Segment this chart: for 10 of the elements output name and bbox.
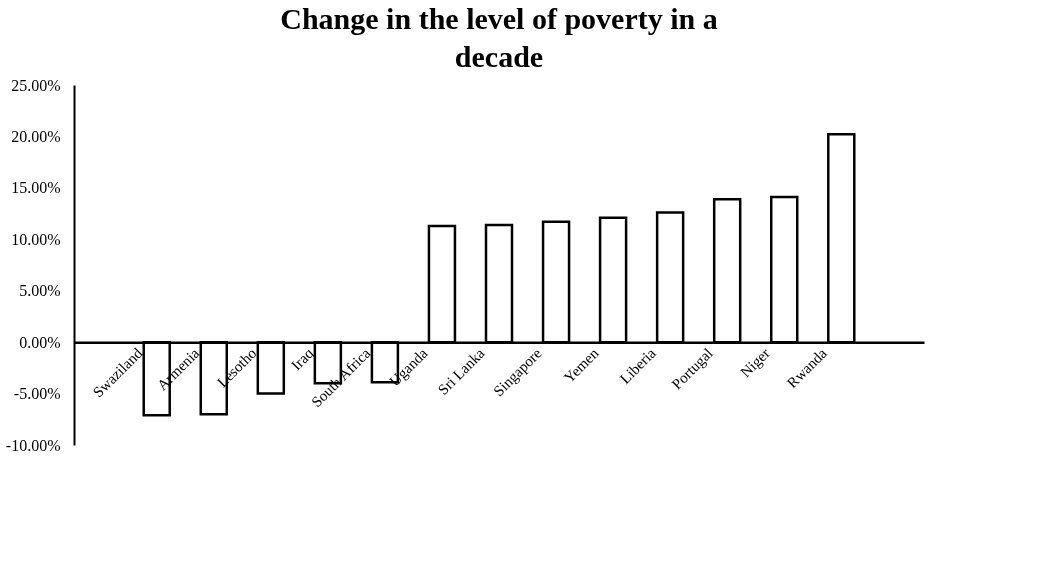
y-tick-label: -10.00% xyxy=(5,436,61,454)
y-tick-label: 0.00% xyxy=(19,333,61,351)
x-tick-label: Iraq xyxy=(288,344,317,374)
y-tick-label: 25.00% xyxy=(11,76,61,94)
y-tick-label: 10.00% xyxy=(11,230,61,248)
y-tick-label: 5.00% xyxy=(19,282,61,300)
y-tick-label: 15.00% xyxy=(11,179,61,197)
chart-title: Change in the level of poverty in a decade xyxy=(280,2,718,73)
y-tick-label: 20.00% xyxy=(11,127,61,145)
y-tick-label: -5.00% xyxy=(13,385,61,403)
